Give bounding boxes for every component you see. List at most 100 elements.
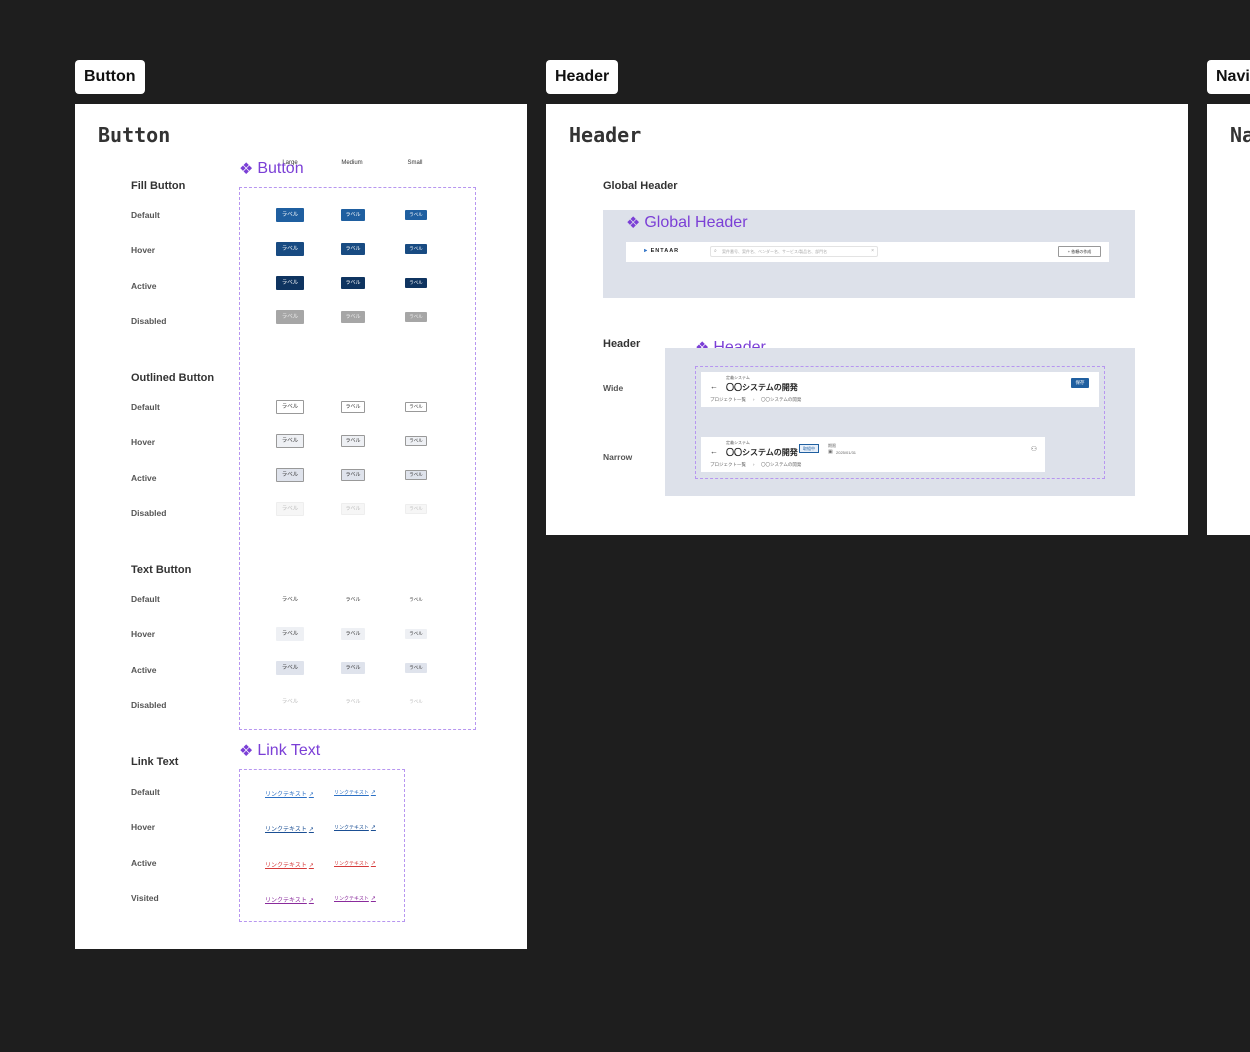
- outlined-button-large-active[interactable]: ラベル: [276, 468, 304, 482]
- text-button-medium-default[interactable]: ラベル: [345, 597, 361, 603]
- state-label: Disabled: [131, 508, 167, 518]
- breadcrumb-root[interactable]: プロジェクト一覧: [710, 397, 746, 402]
- fill-button-medium-disabled: ラベル: [341, 311, 365, 323]
- fill-button-small-active[interactable]: ラベル: [405, 278, 427, 288]
- state-label: Active: [131, 665, 157, 675]
- create-request-button[interactable]: + 依頼の作成: [1058, 246, 1101, 257]
- text-button-large-disabled: ラベル: [281, 699, 299, 705]
- breadcrumb-separator: ›: [753, 397, 755, 402]
- text-button-small-disabled: ラベル: [409, 699, 423, 704]
- component-label: Global Header: [644, 214, 748, 231]
- header-wide: 定義システム ← 〇〇システムの開発 プロジェクト一覧 › 〇〇システムの開発 …: [701, 372, 1099, 407]
- outlined-button-small-disabled: ラベル: [405, 504, 427, 514]
- header-component-set: [695, 366, 1105, 479]
- outlined-button-medium-default[interactable]: ラベル: [341, 401, 365, 413]
- clear-icon[interactable]: ×: [871, 248, 874, 254]
- state-label: Hover: [131, 437, 156, 447]
- link-label: リンクテキスト: [334, 896, 369, 902]
- link-text-large-hover[interactable]: リンクテキスト ↗: [265, 824, 314, 833]
- outlined-button-large-default[interactable]: ラベル: [276, 400, 304, 414]
- state-label: Default: [131, 210, 160, 220]
- state-label: Active: [131, 858, 157, 868]
- search-icon: ⌕: [714, 248, 717, 254]
- state-label: Default: [131, 402, 160, 412]
- external-link-icon: ↗: [370, 825, 376, 831]
- outlined-button-medium-hover[interactable]: ラベル: [341, 435, 365, 447]
- text-button-medium-hover[interactable]: ラベル: [341, 628, 365, 640]
- fill-button-large-disabled: ラベル: [276, 310, 304, 324]
- text-button-large-default[interactable]: ラベル: [281, 597, 299, 603]
- link-text-large-active[interactable]: リンクテキスト ↗: [265, 860, 314, 869]
- frame-tab-header[interactable]: Header: [546, 60, 619, 94]
- logo-text: ENTAAR: [650, 248, 680, 254]
- state-label: Disabled: [131, 700, 167, 710]
- text-button-medium-disabled: ラベル: [345, 699, 361, 705]
- status-badge: 取組中: [799, 444, 819, 453]
- link-text-large-default[interactable]: リンクテキスト ↗: [265, 789, 314, 798]
- fill-button-medium-active[interactable]: ラベル: [341, 277, 365, 289]
- fill-button-medium-default[interactable]: ラベル: [341, 209, 365, 221]
- text-button-medium-active[interactable]: ラベル: [341, 662, 365, 674]
- navi-frame: Na: [1207, 104, 1250, 535]
- link-label: リンクテキスト: [265, 792, 307, 798]
- fill-button-small-hover[interactable]: ラベル: [405, 244, 427, 254]
- outlined-button-large-hover[interactable]: ラベル: [276, 434, 304, 448]
- text-button-large-active[interactable]: ラベル: [276, 661, 304, 675]
- button-component-name: ❖ Button: [239, 159, 304, 179]
- text-button-small-hover[interactable]: ラベル: [405, 629, 427, 639]
- header-overline: 定義システム: [726, 440, 750, 445]
- link-label: リンクテキスト: [265, 827, 307, 833]
- component-label: Button: [257, 160, 304, 177]
- external-link-icon: ↗: [308, 863, 314, 869]
- link-text-small-active[interactable]: リンクテキスト ↗: [334, 860, 376, 867]
- link-text-small-hover[interactable]: リンクテキスト ↗: [334, 824, 376, 831]
- link-text-large-visited[interactable]: リンクテキスト ↗: [265, 895, 314, 904]
- external-link-icon: ↗: [370, 896, 376, 902]
- frame-title: Header: [569, 123, 642, 147]
- component-diamond-icon: ❖: [626, 215, 641, 232]
- link-text-small-visited[interactable]: リンクテキスト ↗: [334, 895, 376, 902]
- outlined-button-small-default[interactable]: ラベル: [405, 402, 427, 412]
- outlined-button-medium-active[interactable]: ラベル: [341, 469, 365, 481]
- state-label: Hover: [131, 245, 156, 255]
- outlined-button-medium-disabled: ラベル: [341, 503, 365, 515]
- back-arrow-icon[interactable]: ←: [710, 382, 718, 391]
- state-label: Disabled: [131, 316, 167, 326]
- fill-button-large-hover[interactable]: ラベル: [276, 242, 304, 256]
- outlined-button-small-hover[interactable]: ラベル: [405, 436, 427, 446]
- frame-tab-navi[interactable]: Navi: [1207, 60, 1250, 94]
- global-header-bar: ⫸ ENTAAR ⌕ 案件番号、案件名、ベンダー名、サービス/製品名、部門名 ×…: [626, 242, 1109, 262]
- text-button-small-default[interactable]: ラベル: [409, 597, 423, 602]
- col-header-small: Small: [407, 160, 423, 166]
- fill-button-large-active[interactable]: ラベル: [276, 276, 304, 290]
- state-label: Hover: [131, 822, 156, 832]
- external-link-icon: ↗: [370, 861, 376, 867]
- link-text-small-default[interactable]: リンクテキスト ↗: [334, 789, 376, 796]
- breadcrumb-root[interactable]: プロジェクト一覧: [710, 462, 746, 467]
- logo: ⫸ ENTAAR: [644, 248, 679, 255]
- link-component-name: ❖ Link Text: [239, 741, 320, 761]
- state-label: Default: [131, 787, 160, 797]
- frame-tab-button[interactable]: Button: [75, 60, 145, 94]
- global-search[interactable]: ⌕ 案件番号、案件名、ベンダー名、サービス/製品名、部門名 ×: [710, 246, 878, 257]
- outlined-button-small-active[interactable]: ラベル: [405, 470, 427, 480]
- variant-label-narrow: Narrow: [603, 452, 633, 462]
- component-diamond-icon: ❖: [239, 743, 254, 760]
- due-date: 2025/01/31: [836, 450, 857, 455]
- fill-button-medium-hover[interactable]: ラベル: [341, 243, 365, 255]
- add-member-icon[interactable]: ⚇: [1030, 446, 1037, 453]
- back-arrow-icon[interactable]: ←: [710, 447, 718, 456]
- breadcrumb-current: 〇〇システムの開発: [761, 462, 802, 467]
- text-button-small-active[interactable]: ラベル: [405, 663, 427, 673]
- text-button-large-hover[interactable]: ラベル: [276, 627, 304, 641]
- fill-button-large-default[interactable]: ラベル: [276, 208, 304, 222]
- header-narrow: 定義システム ← 〇〇システムの開発 取組中 期限 ▣ 2025/01/31 ⚇…: [701, 437, 1045, 472]
- variant-label-wide: Wide: [603, 383, 624, 393]
- state-label: Hover: [131, 629, 156, 639]
- frame-title: Na: [1230, 123, 1250, 147]
- link-label: リンクテキスト: [334, 861, 369, 867]
- col-header-medium: Medium: [341, 160, 363, 166]
- save-button[interactable]: 保存: [1071, 378, 1089, 388]
- frame-title: Button: [98, 123, 171, 147]
- fill-button-small-default[interactable]: ラベル: [405, 210, 427, 220]
